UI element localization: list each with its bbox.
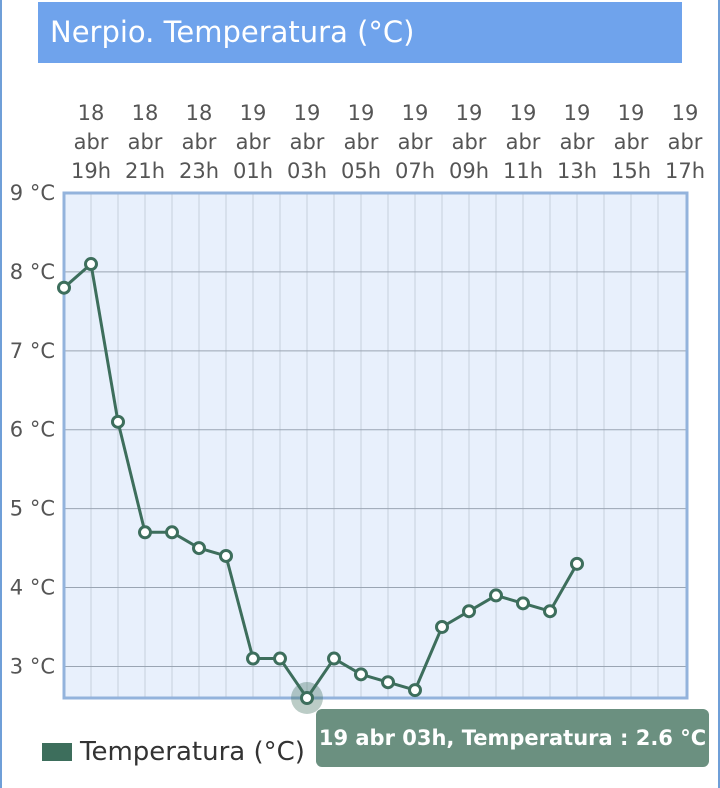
x-tick-label: 19 abr 17h: [665, 101, 705, 183]
x-tick-label: 19 abr 07h: [395, 101, 435, 183]
x-tick-label: 19 abr 05h: [341, 101, 381, 183]
data-point: [138, 525, 152, 540]
data-point: [246, 651, 260, 666]
series-temperatura: [57, 257, 584, 714]
data-point: [300, 691, 314, 705]
data-point: [354, 667, 368, 682]
plot-background: [64, 193, 687, 698]
data-point: [435, 619, 449, 634]
data-point: [462, 604, 476, 619]
y-tick-label: 5 °C: [10, 497, 55, 521]
data-point: [381, 675, 395, 690]
data-point: [273, 651, 287, 666]
x-tick-label: 19 abr 13h: [557, 101, 597, 183]
y-tick-label: 7 °C: [10, 339, 55, 363]
y-tick-label: 8 °C: [10, 260, 55, 284]
y-axis-ticks: 3 °C 4 °C 5 °C 6 °C 7 °C 8 °C 9 °C: [10, 181, 55, 678]
data-point: [489, 588, 503, 603]
plot-border: [62, 191, 689, 700]
x-tick-label: 19 abr 01h: [233, 101, 273, 183]
legend-label: Temperatura (°C): [80, 737, 305, 767]
tooltip: 19 abr 03h, Temperatura : 2.6 °C: [316, 709, 709, 767]
plot-area: [64, 193, 687, 698]
data-point: [165, 525, 179, 540]
x-tick-label: 19 abr 09h: [449, 101, 489, 183]
frame-right-border: [718, 0, 720, 788]
data-point: [408, 683, 422, 698]
y-tick-label: 6 °C: [10, 418, 55, 442]
x-tick-label: 18 abr 23h: [179, 101, 219, 183]
legend-swatch: [42, 743, 72, 761]
data-point: [543, 604, 557, 619]
frame-left-border: [0, 0, 2, 788]
data-point: [84, 257, 98, 272]
legend[interactable]: Temperatura (°C): [42, 732, 305, 772]
data-point: [570, 556, 584, 571]
data-point: [327, 651, 341, 666]
x-tick-label: 18 abr 19h: [71, 101, 111, 183]
y-tick-label: 9 °C: [10, 181, 55, 205]
data-point: [516, 596, 530, 611]
y-tick-label: 4 °C: [10, 576, 55, 600]
x-tick-label: 19 abr 11h: [503, 101, 543, 183]
x-tick-label: 19 abr 03h: [287, 101, 327, 183]
chart-title: Nerpio. Temperatura (°C): [38, 2, 682, 63]
y-tick-label: 3 °C: [10, 654, 55, 678]
data-point: [111, 414, 125, 429]
data-point: [219, 548, 233, 563]
data-point: [192, 541, 206, 556]
x-tick-label: 19 abr 15h: [611, 101, 651, 183]
x-axis-ticks: 18 abr 19h 18 abr 21h 18 abr 23h 19 abr 01h 19 abr 03h…: [71, 101, 705, 183]
data-point: [57, 280, 71, 295]
x-tick-label: 18 abr 21h: [125, 101, 165, 183]
